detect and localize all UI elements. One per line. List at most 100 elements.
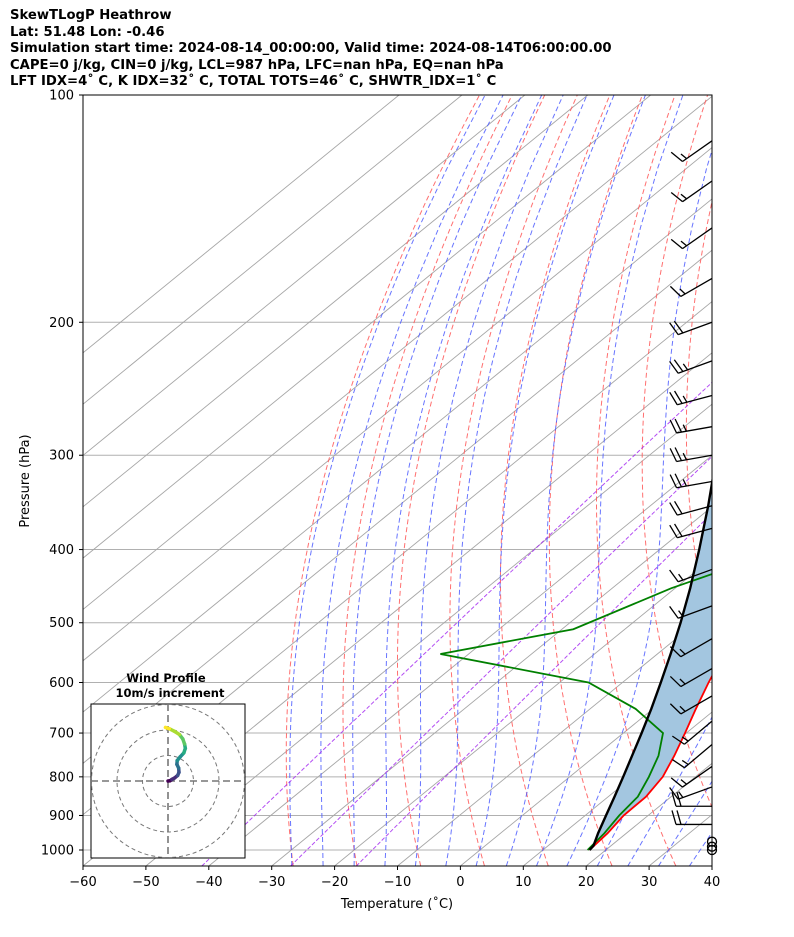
barb-half-flag: [681, 736, 689, 742]
dry-adiabat: [548, 95, 643, 866]
chart-title: SkewTLogP Heathrow: [10, 8, 172, 23]
x-tick-label: 30: [641, 875, 658, 890]
wind-barb: [669, 523, 713, 539]
wind-barb: [671, 720, 713, 745]
y-tick-label: 700: [49, 727, 74, 742]
isotherm-line: [83, 95, 463, 405]
barb-staff: [677, 505, 713, 516]
barb-staff: [680, 277, 713, 298]
isotherm-line: [83, 95, 526, 457]
barb-flag: [669, 474, 678, 489]
isotherm-line: [711, 865, 712, 866]
dry-adiabat: [397, 95, 546, 866]
barb-staff: [682, 765, 713, 788]
dry-adiabat: [449, 95, 578, 866]
x-tick-label: 10: [515, 875, 532, 890]
isotherm-line: [585, 762, 712, 866]
barb-half-flag: [682, 452, 687, 461]
barb-flag: [669, 646, 682, 658]
stability-line: CAPE=0 j/kg, CIN=0 j/kg, LCL=987 hPa, LF…: [10, 57, 504, 73]
barb-half-flag: [682, 479, 687, 487]
barb-flag: [674, 473, 683, 488]
x-tick-label: 40: [704, 875, 721, 890]
mixing-ratio-line: [290, 455, 712, 866]
wind-barb: [669, 638, 713, 658]
dewpoint-line: [440, 573, 712, 851]
wind-barb: [671, 744, 713, 769]
dry-adiabat: [500, 95, 611, 866]
barb-flag: [674, 523, 683, 537]
barb-flag: [669, 502, 678, 516]
barb-staff: [677, 786, 713, 800]
wind-barb: [670, 140, 713, 163]
hodograph-segment: [163, 725, 172, 731]
moist-adiabat: [352, 95, 523, 866]
moist-adiabat: [414, 95, 564, 866]
barb-flag: [674, 447, 683, 461]
barb-staff: [676, 454, 713, 463]
barb-flag: [669, 361, 679, 374]
barb-staff: [682, 180, 713, 203]
wind-barb: [670, 180, 713, 203]
barb-staff: [680, 638, 713, 658]
barb-half-flag: [678, 573, 684, 581]
barb-flag: [670, 777, 683, 788]
isotherm-line: [334, 557, 712, 866]
barb-staff: [677, 394, 713, 406]
barb-flag: [669, 703, 682, 715]
dry-adiabat: [729, 95, 794, 866]
dry-adiabat: [596, 95, 677, 866]
barb-flag: [671, 759, 685, 769]
barb-half-flag: [682, 424, 687, 432]
wind-barb: [669, 695, 713, 715]
wind-barb: [669, 500, 713, 516]
moist-adiabat: [596, 599, 712, 866]
barb-flag: [669, 787, 679, 800]
barb-staff: [680, 667, 713, 688]
hodograph-inset: Wind Profile 10m/s increment: [90, 671, 246, 859]
barb-staff: [680, 695, 713, 715]
cin-shading: [589, 483, 712, 850]
wind-barb: [669, 418, 713, 434]
barb-flag: [670, 191, 683, 203]
x-tick-label: −30: [258, 875, 285, 890]
isotherm-line: [460, 660, 712, 866]
barb-half-flag: [678, 610, 684, 617]
dry-adiabat: [342, 95, 513, 866]
isotherm-line: [208, 454, 712, 866]
mixing-ratio-line: [201, 381, 712, 866]
profile-lines: [440, 475, 712, 851]
x-tick-label: 0: [456, 875, 464, 890]
isotherm-line: [83, 95, 651, 559]
barb-half-flag: [680, 779, 688, 785]
wind-barb: [669, 277, 713, 298]
x-tick-label: −20: [321, 875, 348, 890]
hodograph-subtitle: 10m/s increment: [116, 686, 225, 700]
wind-barbs: [669, 140, 718, 856]
barb-half-flag: [679, 678, 686, 685]
barb-flag: [673, 320, 684, 334]
barb-flag: [669, 448, 678, 462]
chart-header: SkewTLogP Heathrow Lat: 51.48 Lon: -0.46…: [10, 8, 612, 91]
wind-barb: [669, 359, 713, 374]
barb-flag: [669, 569, 679, 583]
barb-staff: [682, 227, 713, 250]
y-tick-label: 200: [49, 316, 74, 331]
index-line: LFT IDX=4˚ C, K IDX=32˚ C, TOTAL TOTS=46…: [10, 74, 497, 89]
x-tick-label: −40: [195, 875, 222, 890]
barb-flag: [670, 151, 683, 162]
dry-adiabat: [685, 199, 712, 642]
wind-barb: [670, 227, 713, 250]
y-tick-label: 800: [49, 770, 74, 785]
time-line: Simulation start time: 2024-08-14_00:00:…: [10, 41, 612, 56]
y-tick-label: 600: [49, 676, 74, 691]
moist-adiabat: [566, 148, 712, 866]
y-tick-label: 300: [49, 449, 74, 464]
barb-staff: [682, 140, 713, 163]
moist-adiabat: [505, 95, 646, 866]
isotherm-line: [83, 95, 400, 354]
barb-flag: [671, 735, 685, 745]
hodograph-title: Wind Profile: [126, 671, 206, 685]
barb-staff: [677, 321, 713, 336]
